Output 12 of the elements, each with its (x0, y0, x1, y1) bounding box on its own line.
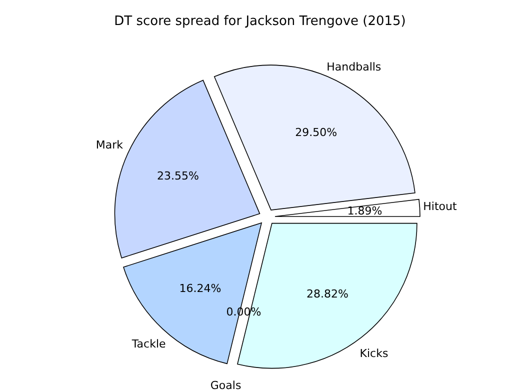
slice-label: Kicks (360, 346, 388, 360)
data-label: 29.50% (295, 126, 338, 139)
chart-title: DT score spread for Jackson Trengove (2015) (114, 14, 406, 29)
category-label: Goals (210, 378, 242, 390)
data-label: 23.55% (157, 170, 199, 183)
slice-label: Tackle (130, 337, 166, 350)
slice-label: Handballs (326, 60, 382, 74)
data-label: 1.89% (347, 204, 382, 218)
data-label: 28.82% (306, 288, 348, 301)
data-label: 16.24% (179, 282, 222, 296)
slice-label: Mark (96, 138, 124, 152)
slice-label: Hitout (423, 200, 458, 214)
